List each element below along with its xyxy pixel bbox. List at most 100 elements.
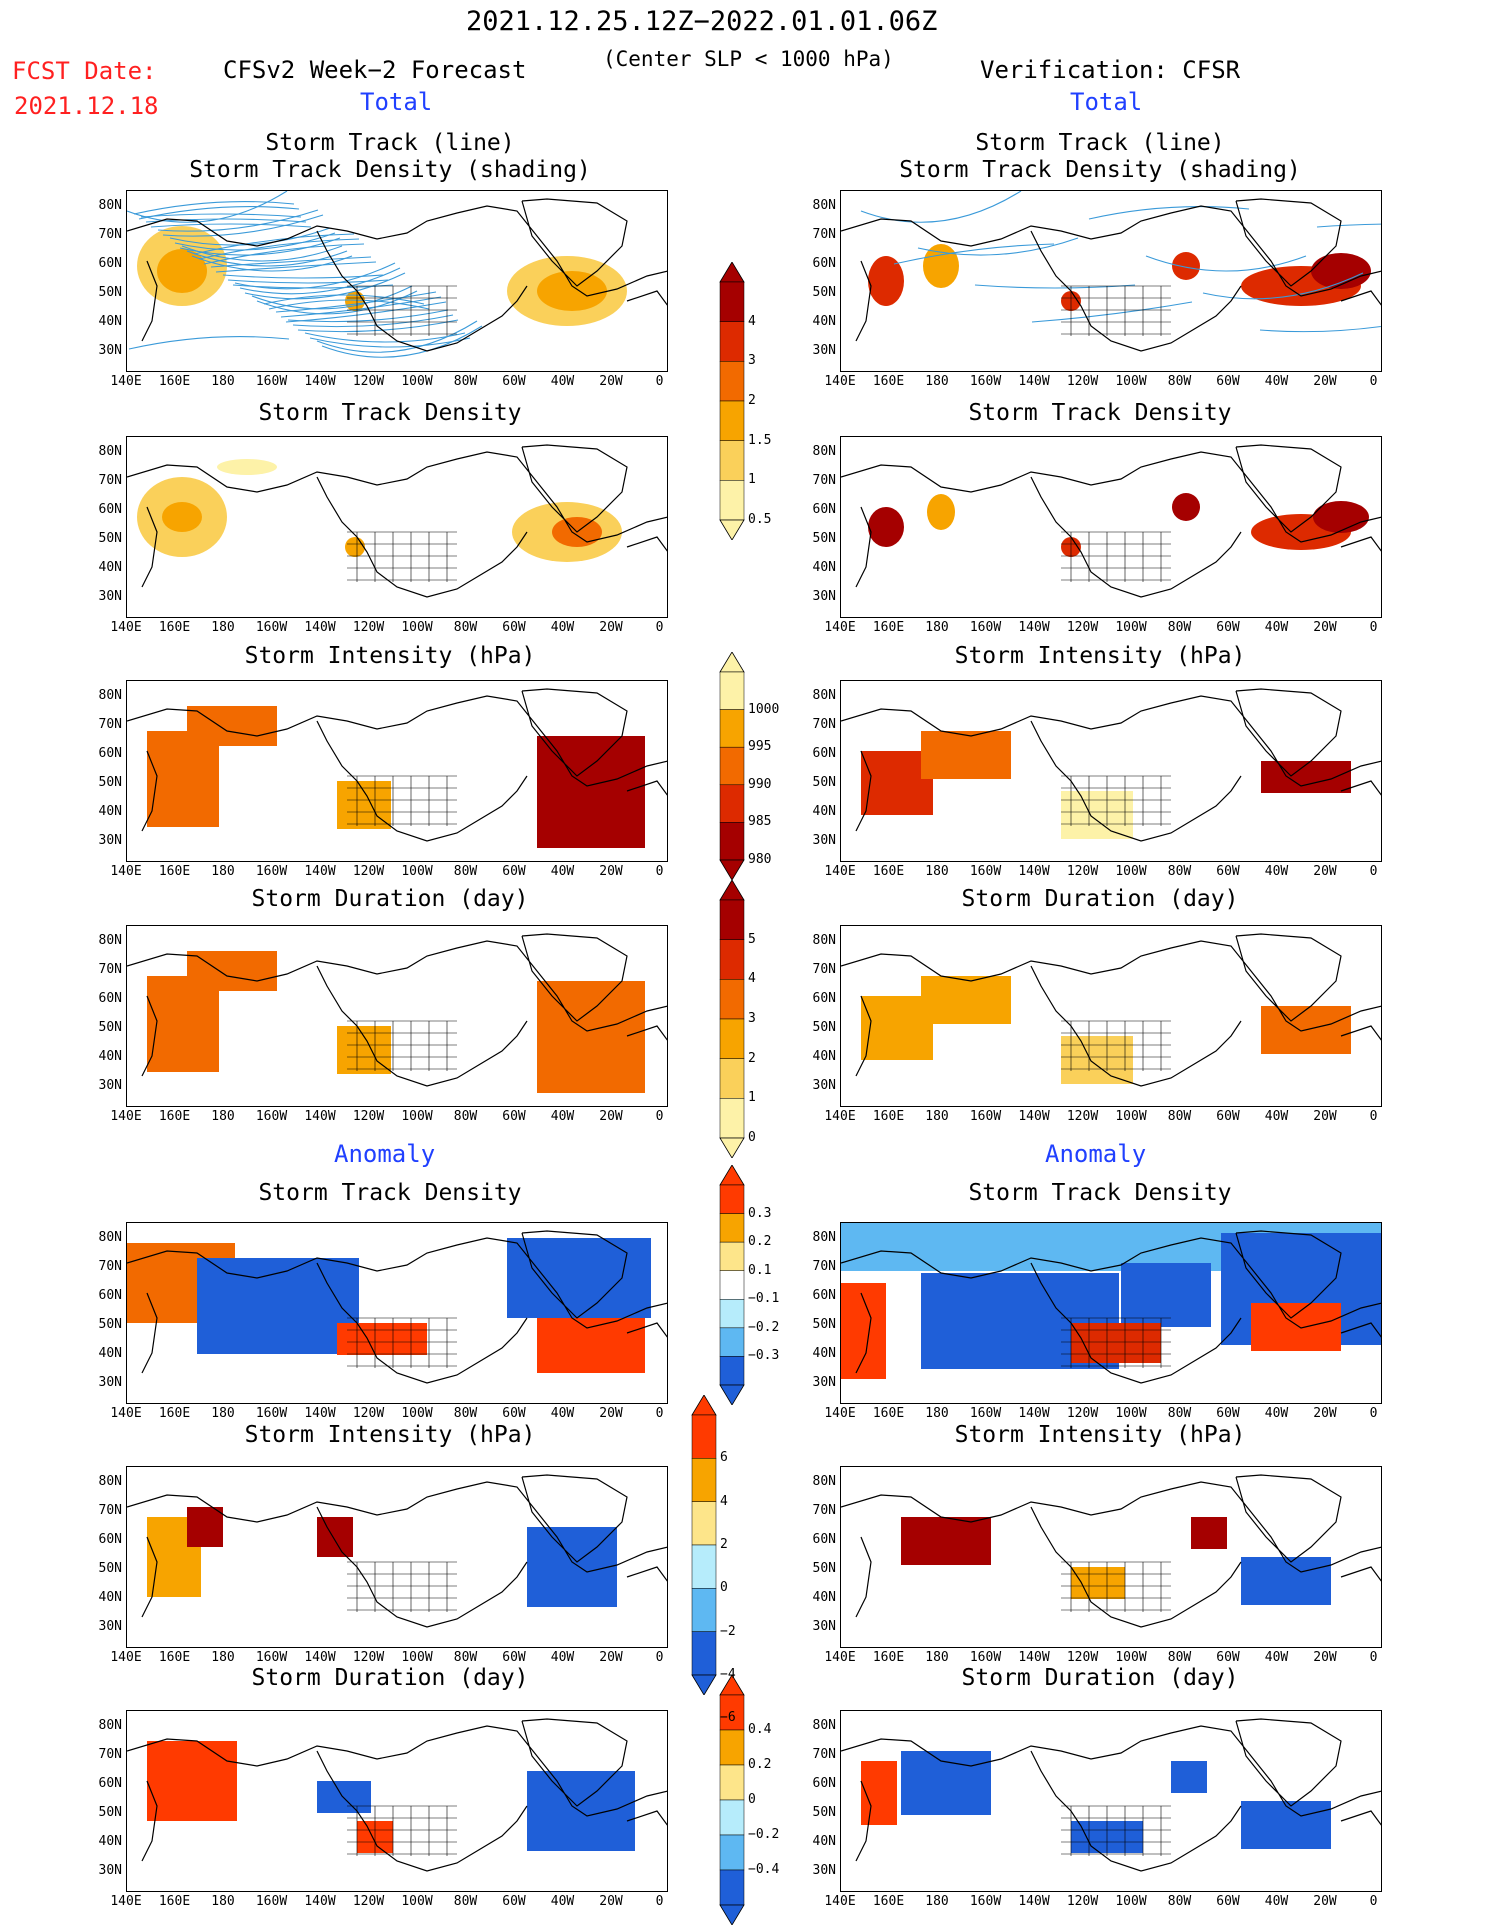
lon-label: 100W	[1115, 1650, 1147, 1665]
lon-label: 60W	[1216, 620, 1240, 635]
lon-label: 40W	[550, 374, 575, 389]
lat-label: 60N	[98, 991, 122, 1006]
lon-label: 160W	[255, 1650, 288, 1665]
lat-label: 50N	[812, 285, 836, 300]
total-label-left: Total	[360, 88, 433, 116]
lat-label: 80N	[812, 933, 836, 948]
colorbar-label: 4	[748, 313, 756, 329]
lon-label: 60W	[1216, 1109, 1240, 1124]
lon-label: 40W	[1264, 1109, 1289, 1124]
lat-label: 40N	[812, 1590, 836, 1605]
lon-label: 160W	[969, 1406, 1002, 1421]
map-panel-track-line-verification	[840, 190, 1382, 372]
lon-label: 100W	[401, 1406, 433, 1421]
map-canvas	[841, 444, 1381, 598]
lon-label: 120W	[352, 864, 385, 879]
lat-label: 70N	[98, 227, 122, 242]
lat-label: 40N	[98, 314, 122, 329]
lon-label: 80W	[1167, 1650, 1192, 1665]
lon-label: 140E	[110, 1894, 142, 1909]
lon-label: 20W	[1313, 864, 1337, 879]
lon-label: 140E	[110, 1109, 142, 1124]
lon-label: 120W	[352, 1894, 385, 1909]
colorbar-density-anom	[719, 1165, 745, 1405]
lon-label: 60W	[1216, 1406, 1240, 1421]
lon-label: 140E	[824, 864, 856, 879]
title-track-line-right: Storm Track (line)	[975, 130, 1225, 156]
lat-label: 60N	[812, 746, 836, 761]
lon-label: 100W	[1115, 1894, 1147, 1909]
lat-label: 40N	[98, 804, 122, 819]
lon-label: 160E	[872, 620, 905, 635]
lon-label: 100W	[1115, 1109, 1147, 1124]
colorbar-intensity-total	[719, 652, 745, 880]
lat-label: 50N	[98, 1020, 122, 1035]
title-intensity-right: Storm Intensity (hPa)	[954, 643, 1246, 669]
map-panel-density-verification	[840, 436, 1382, 618]
lon-label: 140W	[1018, 1406, 1050, 1421]
lon-label: 140W	[304, 1894, 336, 1909]
lon-label: 60W	[1216, 374, 1240, 389]
map-canvas	[841, 933, 1381, 1087]
lon-label: 40W	[1264, 1894, 1289, 1909]
lon-label: 180	[211, 864, 235, 879]
lon-label: 0	[1369, 1894, 1378, 1909]
lat-label: 70N	[812, 962, 836, 977]
lon-label: 140E	[824, 1894, 856, 1909]
map-panel-track-line-forecast	[126, 190, 668, 372]
lon-label: 0	[655, 864, 664, 879]
lon-label: 140W	[304, 374, 336, 389]
lon-label: 140W	[1018, 864, 1050, 879]
lat-label: 70N	[98, 1259, 122, 1274]
lon-label: 80W	[1167, 864, 1192, 879]
lon-label: 100W	[401, 620, 433, 635]
lat-label: 80N	[98, 933, 122, 948]
lat-label: 40N	[98, 1049, 122, 1064]
left-column-title: CFSv2 Week−2 Forecast	[223, 56, 527, 84]
lon-label: 40W	[550, 1109, 575, 1124]
lon-label: 100W	[1115, 1406, 1147, 1421]
lon-label: 60W	[502, 864, 526, 879]
lat-label: 30N	[98, 1375, 122, 1390]
lon-label: 80W	[1167, 1109, 1192, 1124]
map-canvas	[841, 1474, 1381, 1628]
map-canvas	[127, 1230, 667, 1384]
lon-label: 160E	[872, 1406, 905, 1421]
colorbar-label: −0.2	[748, 1827, 780, 1842]
lat-label: 70N	[812, 473, 836, 488]
colorbar-label: −0.4	[748, 1862, 780, 1877]
lon-label: 140W	[304, 1109, 336, 1124]
lon-label: 20W	[599, 1650, 623, 1665]
lat-label: 60N	[812, 502, 836, 517]
lon-label: 0	[1369, 864, 1378, 879]
map-canvas	[841, 688, 1381, 842]
lon-label: 160E	[872, 1650, 905, 1665]
lon-label: 40W	[550, 1650, 575, 1665]
lon-label: 140W	[304, 1650, 336, 1665]
lon-label: 160W	[969, 1109, 1002, 1124]
colorbar-label: 985	[748, 814, 772, 830]
lon-label: 140E	[110, 1650, 142, 1665]
lon-label: 60W	[1216, 1894, 1240, 1909]
lat-label: 80N	[812, 1718, 836, 1733]
map-panel-anom-duration-forecast	[126, 1710, 668, 1892]
lat-label: 60N	[812, 256, 836, 271]
map-canvas	[841, 1223, 1381, 1384]
colorbar-label: 5	[748, 931, 756, 947]
lon-label: 40W	[550, 864, 575, 879]
lon-label: 20W	[1313, 374, 1337, 389]
title-intensity-left: Storm Intensity (hPa)	[244, 643, 536, 669]
lon-label: 100W	[401, 1650, 433, 1665]
criterion-subtitle: (Center SLP < 1000 hPa)	[603, 47, 894, 71]
lon-label: 120W	[1066, 1894, 1099, 1909]
lon-label: 60W	[502, 1406, 526, 1421]
lon-label: 140W	[304, 620, 336, 635]
lon-label: 100W	[1115, 864, 1147, 879]
title-track-line-left: Storm Track (line)	[265, 130, 515, 156]
lat-label: 30N	[98, 343, 122, 358]
lat-label: 30N	[98, 1863, 122, 1878]
lon-label: 100W	[401, 864, 433, 879]
colorbar-label: 0	[720, 1580, 728, 1596]
title-density-left: Storm Track Density	[258, 400, 522, 426]
lon-label: 140E	[110, 1406, 142, 1421]
